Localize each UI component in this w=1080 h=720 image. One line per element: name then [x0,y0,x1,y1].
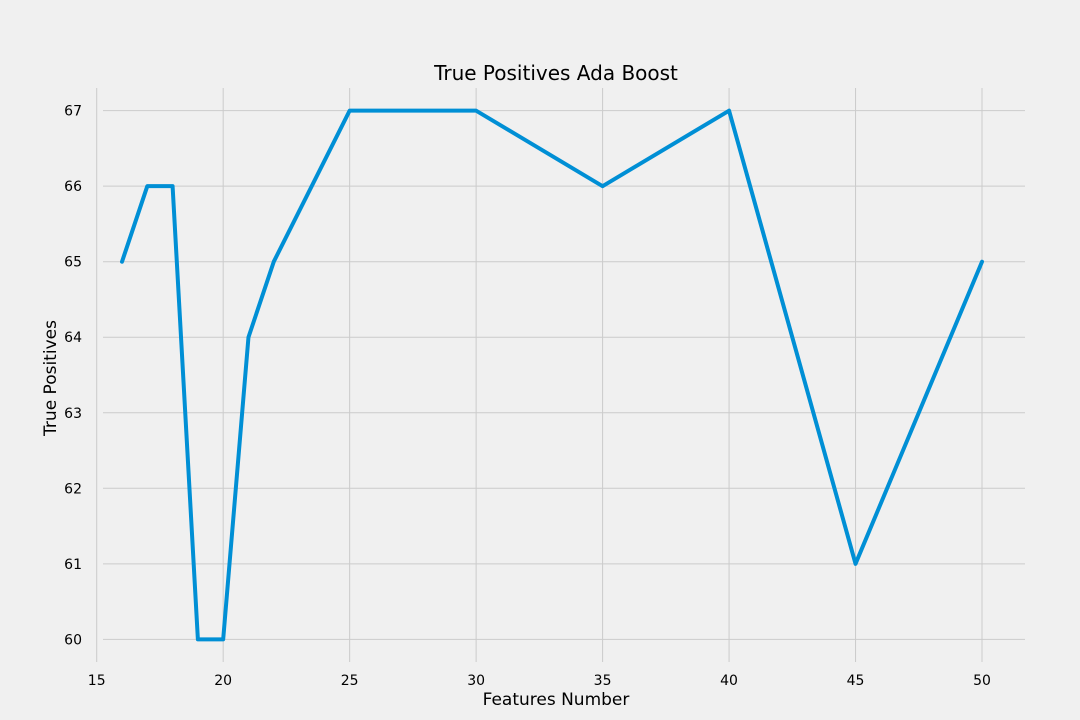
chart-title: True Positives Ada Boost [433,61,678,85]
x-tick-label: 30 [467,673,485,689]
x-tick-label: 40 [720,673,738,689]
x-axis-ticks: 15 20 25 30 35 40 45 50 [88,673,991,689]
grid [96,88,1025,662]
y-tick-label: 62 [64,481,82,497]
x-tick-label: 45 [847,673,865,689]
y-tick-label: 67 [64,104,82,120]
series-line [120,108,984,642]
y-axis-label: True Positives [41,320,61,437]
x-axis-label: Features Number [483,690,630,710]
x-tick-label: 15 [88,673,106,689]
x-tick-label: 20 [214,673,232,689]
x-tick-label: 25 [341,673,359,689]
y-tick-label: 60 [64,632,82,648]
y-tick-label: 66 [64,179,82,195]
y-tick-label: 64 [64,330,82,346]
y-tick-label: 61 [64,557,82,573]
x-tick-label: 50 [973,673,991,689]
y-tick-label: 65 [64,255,82,271]
y-axis-ticks: 60 61 62 63 64 65 66 67 [64,104,82,649]
series-layer [120,108,984,642]
x-tick-label: 35 [594,673,612,689]
y-tick-label: 63 [64,406,82,422]
